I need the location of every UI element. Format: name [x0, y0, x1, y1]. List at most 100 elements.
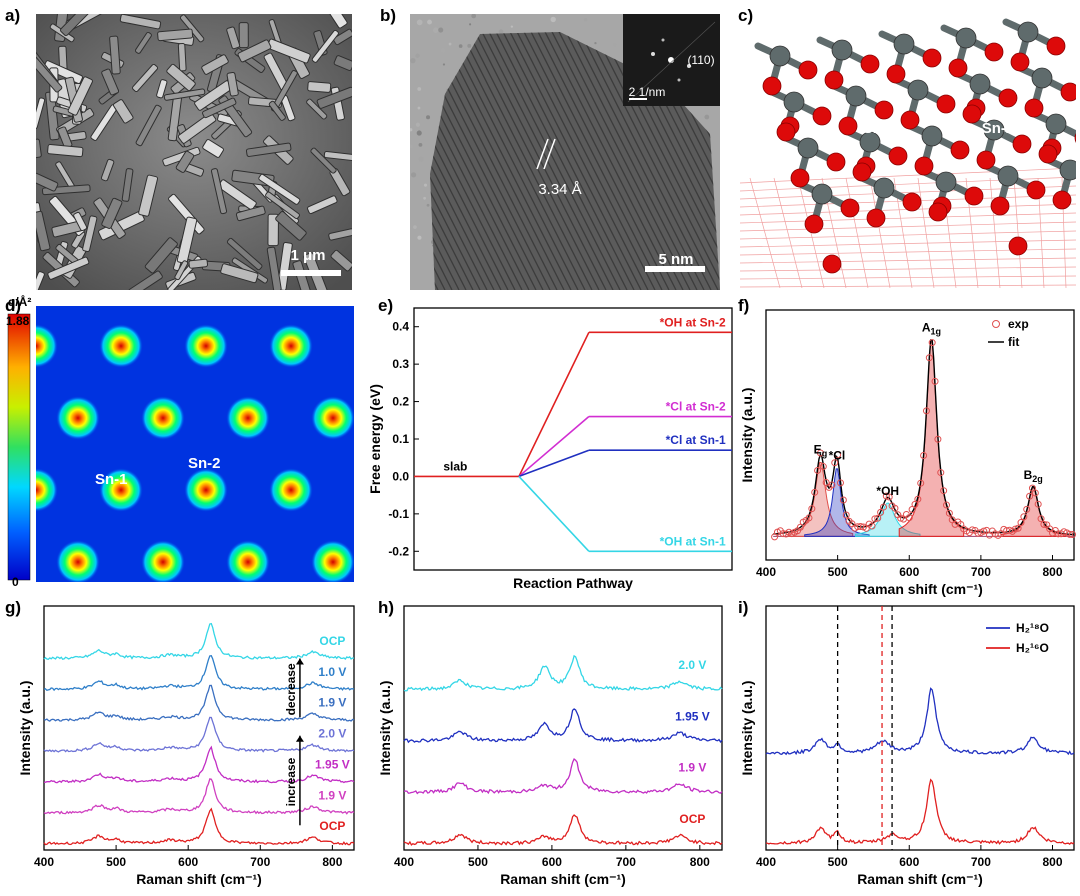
- spectrum-line: [403, 757, 723, 795]
- sem-flake: [47, 144, 84, 158]
- exp-point: [885, 493, 893, 501]
- exp-point: [811, 488, 819, 496]
- density-blob: [311, 540, 354, 582]
- tem-grain: [510, 25, 514, 28]
- tem-grain: [423, 196, 427, 200]
- fit-curve: [773, 339, 1075, 536]
- sem-flake: [210, 168, 228, 215]
- sem-flake: [82, 215, 98, 252]
- x-tick-label: 700: [971, 565, 991, 579]
- density-blob: [36, 324, 58, 368]
- panel-i-label: i): [738, 598, 749, 617]
- x-tick-label: 600: [178, 855, 198, 869]
- plot-frame: [403, 605, 723, 851]
- spectrum-line: [43, 654, 355, 692]
- grid-line: [740, 221, 1076, 232]
- legend-exp-marker: [992, 320, 1000, 328]
- tem-grain: [418, 156, 424, 162]
- exp-point: [1034, 500, 1042, 508]
- energy-level-label: *OH at Sn-2: [660, 315, 726, 329]
- lattice-fringe: [430, 32, 467, 290]
- exp-point: [874, 514, 882, 522]
- tin-atom: [811, 183, 833, 205]
- density-blob: [269, 324, 313, 368]
- exp-point: [940, 487, 948, 495]
- tin-atom: [893, 33, 915, 55]
- lattice-fringe: [430, 32, 530, 290]
- tem-grain: [583, 17, 588, 22]
- lattice-fringe: [542, 32, 684, 290]
- exp-point: [1014, 524, 1022, 532]
- y-tick-label: 0.0: [392, 469, 409, 483]
- exp-point: [814, 466, 822, 474]
- sem-flake: [333, 55, 352, 71]
- lattice-fringe: [549, 32, 691, 290]
- y-axis-label: Intensity (a.u.): [739, 681, 755, 776]
- lattice-fringe: [451, 32, 593, 290]
- sem-flake: [258, 173, 301, 205]
- exp-point: [868, 522, 876, 530]
- sem-flake: [324, 14, 348, 29]
- sem-flake: [101, 197, 123, 229]
- density-blob: [311, 396, 354, 440]
- tem-grain: [426, 115, 431, 120]
- cbar-title: q/Å²: [8, 294, 31, 309]
- x-tick-label: 800: [322, 855, 342, 869]
- tem-scale-text: 5 nm: [658, 251, 693, 268]
- lattice-fringe: [486, 32, 628, 290]
- x-tick-label: 700: [616, 855, 636, 869]
- tem-grain: [448, 42, 452, 46]
- exp-point: [905, 514, 913, 522]
- exp-point: [805, 514, 813, 522]
- oxygen-atom: [976, 150, 996, 170]
- x-tick-label: 400: [394, 855, 414, 869]
- oxygen-atom: [1008, 236, 1028, 256]
- sem-flake: [132, 63, 159, 92]
- x-tick-label: 500: [828, 565, 848, 579]
- tin-atom: [783, 91, 805, 113]
- sem-flake: [176, 216, 198, 264]
- lattice-fringe: [430, 32, 488, 290]
- map-sn1: Sn-1: [95, 471, 128, 488]
- sem-flake: [306, 98, 328, 120]
- tin-atom: [831, 39, 853, 61]
- exp-point: [945, 509, 953, 517]
- lattice-fringes: [430, 32, 720, 290]
- oxygen-atom: [822, 254, 842, 274]
- exp-point: [879, 503, 887, 511]
- tem-grain: [550, 16, 556, 23]
- x-tick-label: 400: [34, 855, 54, 869]
- sem-flake: [328, 228, 352, 241]
- oxygen-atom: [798, 60, 818, 80]
- exp-point: [920, 452, 928, 460]
- x-axis-label: Raman shift (cm⁻¹): [857, 581, 983, 597]
- lattice-fringe: [430, 32, 523, 290]
- x-tick-label: 500: [468, 855, 488, 869]
- increase-arrowhead: [295, 735, 304, 742]
- tem-grain: [704, 114, 710, 120]
- sem-flake: [276, 242, 293, 290]
- density-blob: [226, 396, 270, 440]
- exp-point: [1023, 505, 1031, 513]
- sem-flake: [67, 76, 93, 116]
- oxygen-atom: [902, 192, 922, 212]
- lattice-fringe: [584, 32, 720, 290]
- oxygen-atom: [840, 198, 860, 218]
- lattice-fringe: [563, 32, 705, 290]
- tem-grain: [417, 106, 421, 110]
- colorbar: [7, 313, 31, 581]
- exp-point: [842, 511, 850, 519]
- oxygen-atom: [1074, 133, 1076, 143]
- tem-grain: [458, 44, 463, 48]
- sem-flake: [59, 14, 97, 37]
- sem-flake: [307, 81, 332, 93]
- sem-flake: [144, 237, 178, 274]
- oxygen-atom: [962, 104, 982, 124]
- exp-point: [839, 496, 847, 504]
- exp-point: [831, 459, 839, 467]
- energy-connector: [518, 415, 590, 478]
- tin-atom: [797, 137, 819, 159]
- exp-point: [1011, 525, 1019, 533]
- cbar-max: 1.88: [6, 314, 30, 328]
- sem-flakes: [36, 14, 352, 290]
